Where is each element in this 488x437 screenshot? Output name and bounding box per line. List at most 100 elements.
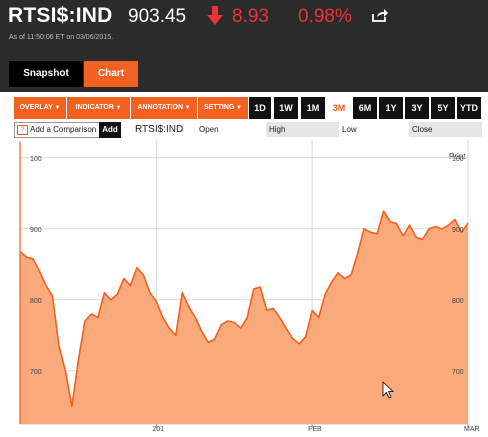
- share-icon[interactable]: [372, 8, 388, 22]
- data-point: [37, 269, 41, 273]
- data-point: [265, 308, 269, 312]
- data-point: [434, 225, 438, 229]
- data-point: [239, 326, 243, 330]
- data-point: [76, 358, 80, 362]
- data-point: [375, 232, 379, 236]
- data-point: [304, 335, 308, 339]
- ticker-symbol: RTSI$:IND: [8, 4, 113, 27]
- data-point: [206, 340, 210, 344]
- range-3y-button[interactable]: 3Y: [405, 97, 429, 119]
- data-point: [369, 230, 373, 234]
- data-point: [395, 222, 399, 226]
- data-point: [232, 320, 236, 324]
- y-tick-label-right: 700: [452, 369, 464, 376]
- annotation-menu-label: ANNOTATION: [137, 104, 183, 111]
- data-point: [343, 276, 347, 280]
- range-5y-button[interactable]: 5Y: [431, 97, 455, 119]
- y-tick-label-right: 800: [452, 298, 464, 305]
- data-point: [148, 291, 152, 295]
- overlay-menu-label: OVERLAY: [19, 104, 53, 111]
- data-point: [200, 330, 204, 334]
- data-point: [174, 333, 178, 337]
- data-point: [213, 337, 217, 341]
- price-area: [20, 211, 468, 424]
- data-point: [453, 218, 457, 222]
- data-point: [466, 221, 470, 225]
- data-point: [31, 257, 35, 261]
- data-point: [421, 237, 425, 241]
- data-point: [50, 294, 54, 298]
- x-tick-label: 201: [152, 426, 164, 433]
- data-point: [109, 298, 113, 302]
- price-change: 8.93: [232, 6, 269, 27]
- chevron-down-icon: ▼: [113, 105, 122, 111]
- percent-change: 0.98%: [298, 6, 352, 27]
- y-tick-label-left: 900: [30, 227, 42, 234]
- as-of-timestamp: As of 11:50:06 ET on 03/06/2015.: [9, 34, 114, 41]
- print-link[interactable]: Print: [449, 152, 466, 161]
- range-1w-button[interactable]: 1W: [274, 97, 298, 119]
- indicator-menu[interactable]: INDICATOR ▼: [67, 97, 130, 119]
- data-point: [362, 227, 366, 231]
- range-1d-button[interactable]: 1D: [249, 97, 271, 119]
- data-point: [115, 292, 119, 296]
- data-point: [167, 326, 171, 330]
- data-point: [102, 291, 106, 295]
- data-point: [180, 291, 184, 295]
- data-point: [57, 344, 61, 348]
- data-point: [297, 342, 301, 346]
- data-point: [44, 284, 48, 288]
- indicator-menu-label: INDICATOR: [75, 104, 114, 111]
- data-point: [122, 276, 126, 280]
- chevron-down-icon: ▼: [183, 105, 191, 111]
- price-line: [19, 210, 469, 408]
- chevron-down-icon: ▼: [234, 105, 242, 111]
- y-tick-label-right: 900: [452, 227, 464, 234]
- tab-chart[interactable]: Chart: [84, 61, 138, 87]
- data-point: [24, 255, 28, 259]
- data-point: [278, 316, 282, 320]
- range-1y-button[interactable]: 1Y: [379, 97, 403, 119]
- range-6m-button[interactable]: 6M: [353, 97, 377, 119]
- low-value: Low: [342, 125, 357, 134]
- annotation-menu[interactable]: ANNOTATION ▼: [131, 97, 197, 119]
- price-chart[interactable]: 100 100 900 900 800 800 700 700 201 FEB MAR: [0, 140, 488, 437]
- high-value: High: [266, 122, 339, 137]
- data-point: [135, 266, 139, 270]
- data-point: [284, 326, 288, 330]
- range-3m-button[interactable]: 3M: [327, 97, 351, 119]
- data-point: [245, 316, 249, 320]
- comparison-placeholder: Add a Comparison: [30, 125, 97, 134]
- x-tick-label: MAR: [464, 426, 480, 433]
- data-point: [219, 323, 223, 327]
- y-tick-label-left: 700: [30, 369, 42, 376]
- data-point: [96, 316, 100, 320]
- y-tick-label-left: 100: [30, 156, 42, 163]
- series-label: RTSI$:IND: [135, 124, 184, 135]
- data-point: [89, 312, 93, 316]
- mouse-cursor-icon: [382, 381, 395, 399]
- overlay-menu[interactable]: OVERLAY ▼: [14, 97, 66, 119]
- data-point: [349, 273, 353, 277]
- data-point: [63, 369, 67, 373]
- data-point: [193, 316, 197, 320]
- data-point: [447, 223, 451, 227]
- range-ytd-button[interactable]: YTD: [457, 97, 481, 119]
- setting-menu[interactable]: SETTING ▼: [198, 97, 248, 119]
- data-point: [388, 220, 392, 224]
- data-point: [258, 285, 262, 289]
- y-tick-label-left: 800: [30, 298, 42, 305]
- comparison-input[interactable]: ? Add a Comparison: [14, 122, 100, 138]
- data-point: [141, 273, 145, 277]
- data-point: [401, 234, 405, 238]
- data-point: [310, 308, 314, 312]
- data-point: [70, 404, 74, 408]
- y-tick-label-right: 100: [452, 156, 464, 163]
- open-value: Open: [199, 125, 219, 134]
- data-point: [226, 319, 230, 323]
- range-1m-button[interactable]: 1M: [301, 97, 325, 119]
- data-point: [154, 299, 158, 303]
- data-point: [330, 280, 334, 284]
- add-comparison-button[interactable]: Add: [99, 122, 121, 138]
- tab-snapshot[interactable]: Snapshot: [9, 61, 83, 87]
